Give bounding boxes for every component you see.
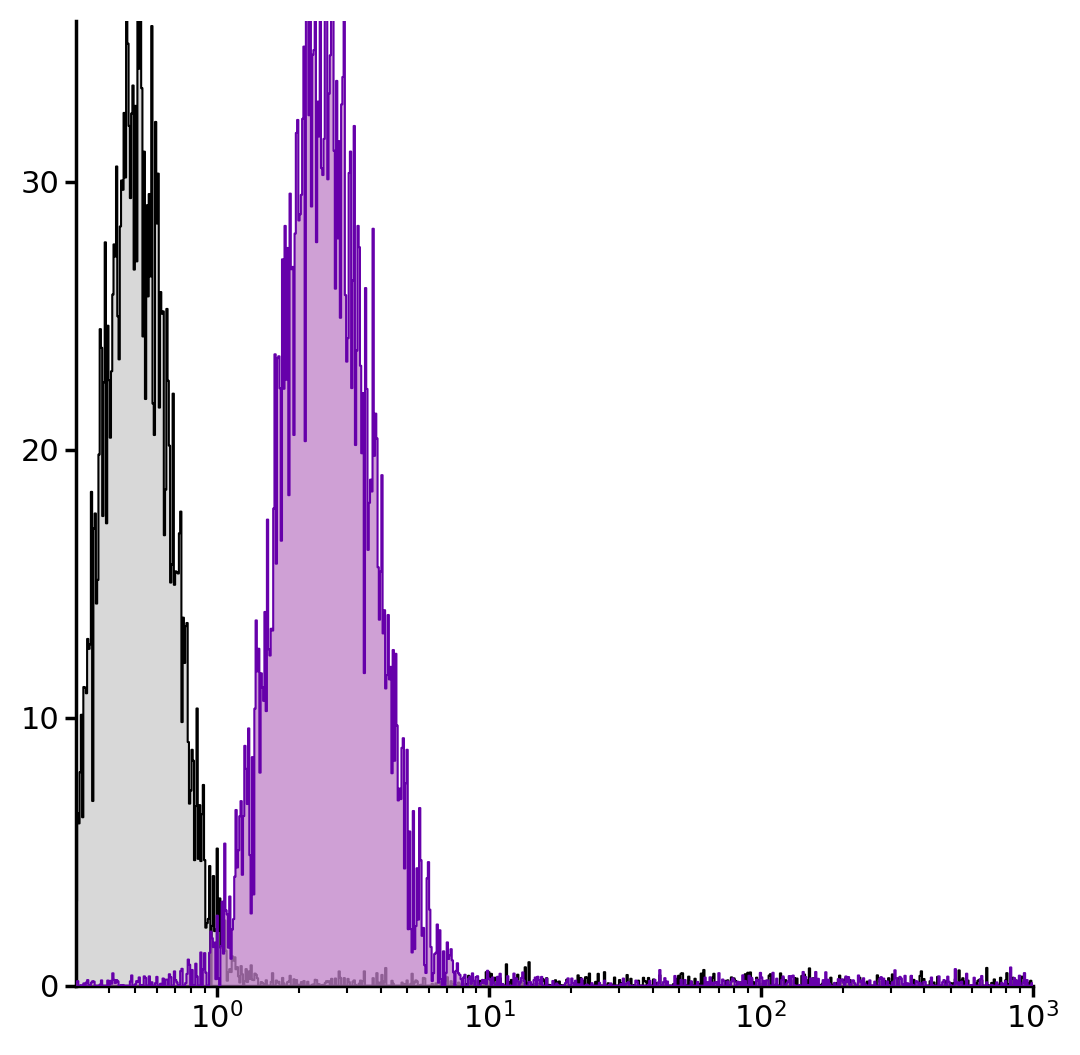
Polygon shape (27, 0, 1032, 985)
Polygon shape (27, 0, 1032, 985)
